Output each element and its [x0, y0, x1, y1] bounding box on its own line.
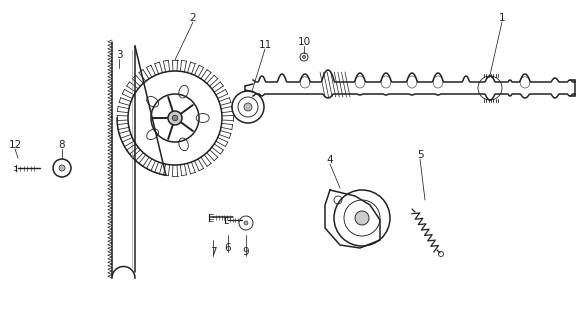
Circle shape — [168, 111, 182, 125]
Text: 2: 2 — [189, 13, 196, 23]
Text: 9: 9 — [243, 247, 250, 257]
Text: 7: 7 — [210, 247, 216, 257]
Circle shape — [244, 103, 252, 111]
Text: 1: 1 — [498, 13, 505, 23]
Text: 11: 11 — [258, 40, 272, 50]
Text: 6: 6 — [224, 243, 231, 253]
Text: 10: 10 — [297, 37, 311, 47]
Circle shape — [244, 221, 248, 225]
Circle shape — [355, 211, 369, 225]
Circle shape — [303, 55, 305, 59]
Text: 8: 8 — [59, 140, 65, 150]
Circle shape — [59, 165, 65, 171]
Text: 12: 12 — [8, 140, 22, 150]
Text: 3: 3 — [115, 50, 122, 60]
Text: 4: 4 — [326, 155, 333, 165]
Text: 5: 5 — [417, 150, 423, 160]
Circle shape — [172, 115, 178, 121]
